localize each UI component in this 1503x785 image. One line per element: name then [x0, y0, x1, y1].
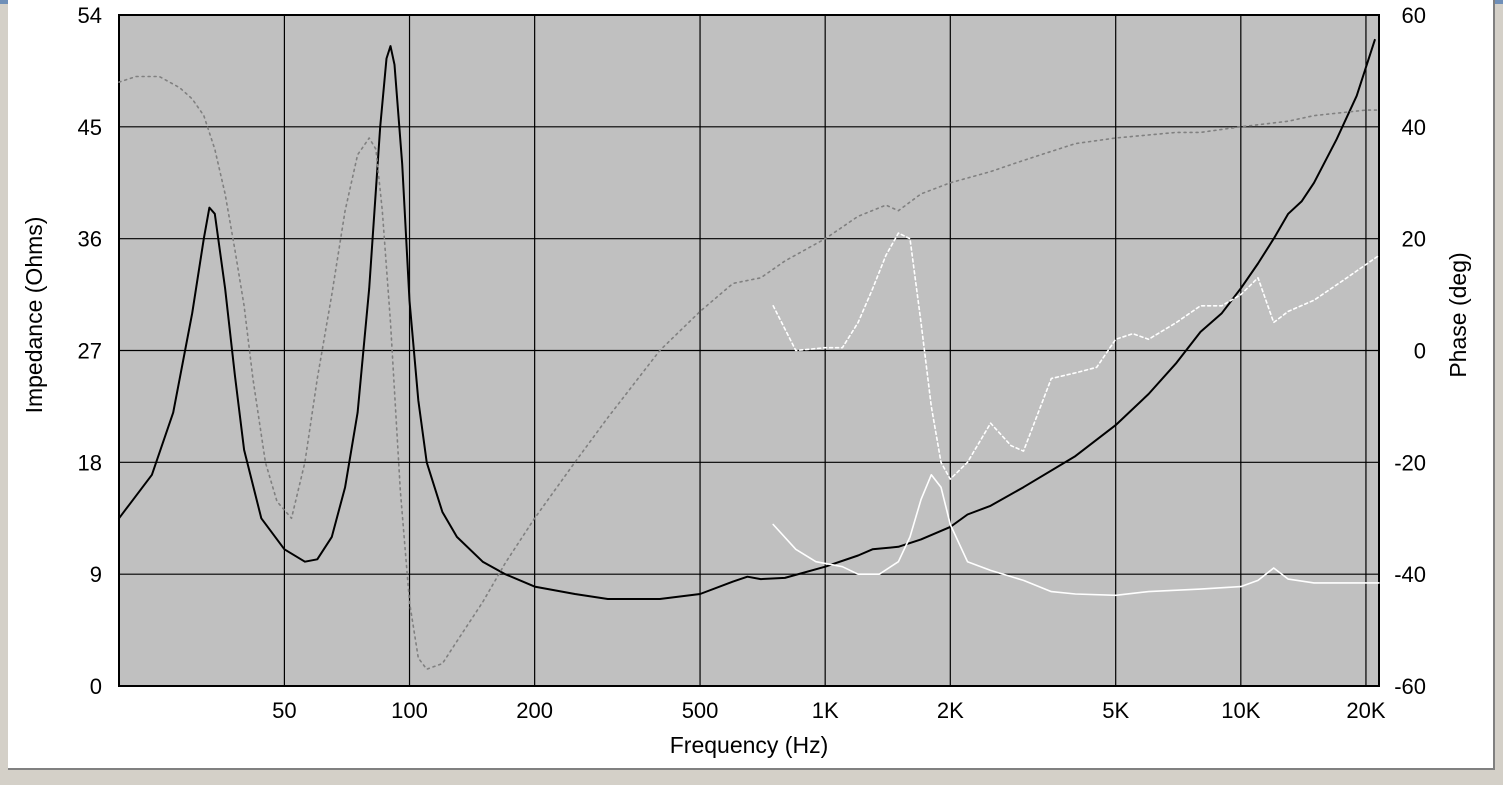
x-tick-label: 500 [682, 698, 719, 723]
y2-tick-labels: -60 -40 -20 0 20 40 60 [1394, 3, 1426, 699]
x-tick-label: 2K [937, 698, 964, 723]
y-tick-label: 18 [78, 450, 102, 475]
y2-tick-label: 40 [1402, 115, 1426, 140]
y-tick-label: 9 [90, 562, 102, 587]
y2-tick-label: -60 [1394, 674, 1426, 699]
y-axis-label: Impedance (Ohms) [21, 217, 47, 414]
x-tick-label: 1K [812, 698, 839, 723]
x-tick-label: 5K [1102, 698, 1129, 723]
chart-panel: 50 100 200 500 1K 2K 5K 10K 20K 0 9 18 27 36 45 54 -60… [8, 0, 1495, 770]
x-tick-label: 20K [1346, 698, 1385, 723]
y-tick-label: 27 [78, 339, 102, 364]
y-tick-labels: 0 9 18 27 36 45 54 [78, 3, 102, 699]
y2-tick-label: 0 [1414, 339, 1426, 364]
y2-tick-label: 60 [1402, 3, 1426, 28]
series-line-3 [772, 232, 1380, 480]
x-tick-label: 50 [272, 698, 296, 723]
x-tick-label: 200 [516, 698, 553, 723]
x-tick-label: 100 [391, 698, 428, 723]
y-tick-label: 36 [78, 227, 102, 252]
x-axis-label: Frequency (Hz) [670, 732, 828, 758]
y2-tick-label: -20 [1394, 450, 1426, 475]
y-tick-label: 0 [90, 674, 102, 699]
series-line-1 [118, 38, 1376, 600]
x-tick-label: 10K [1221, 698, 1260, 723]
y-tick-label: 45 [78, 115, 102, 140]
series-layer [118, 38, 1380, 670]
x-tick-labels: 50 100 200 500 1K 2K 5K 10K 20K [272, 698, 1386, 723]
y2-tick-label: 20 [1402, 227, 1426, 252]
series-line-4 [772, 474, 1380, 597]
grid-lines [119, 15, 1379, 686]
y2-tick-label: -40 [1394, 562, 1426, 587]
y-tick-label: 54 [78, 3, 102, 28]
series-line-2 [118, 75, 1380, 670]
y2-axis-label: Phase (deg) [1445, 252, 1471, 377]
